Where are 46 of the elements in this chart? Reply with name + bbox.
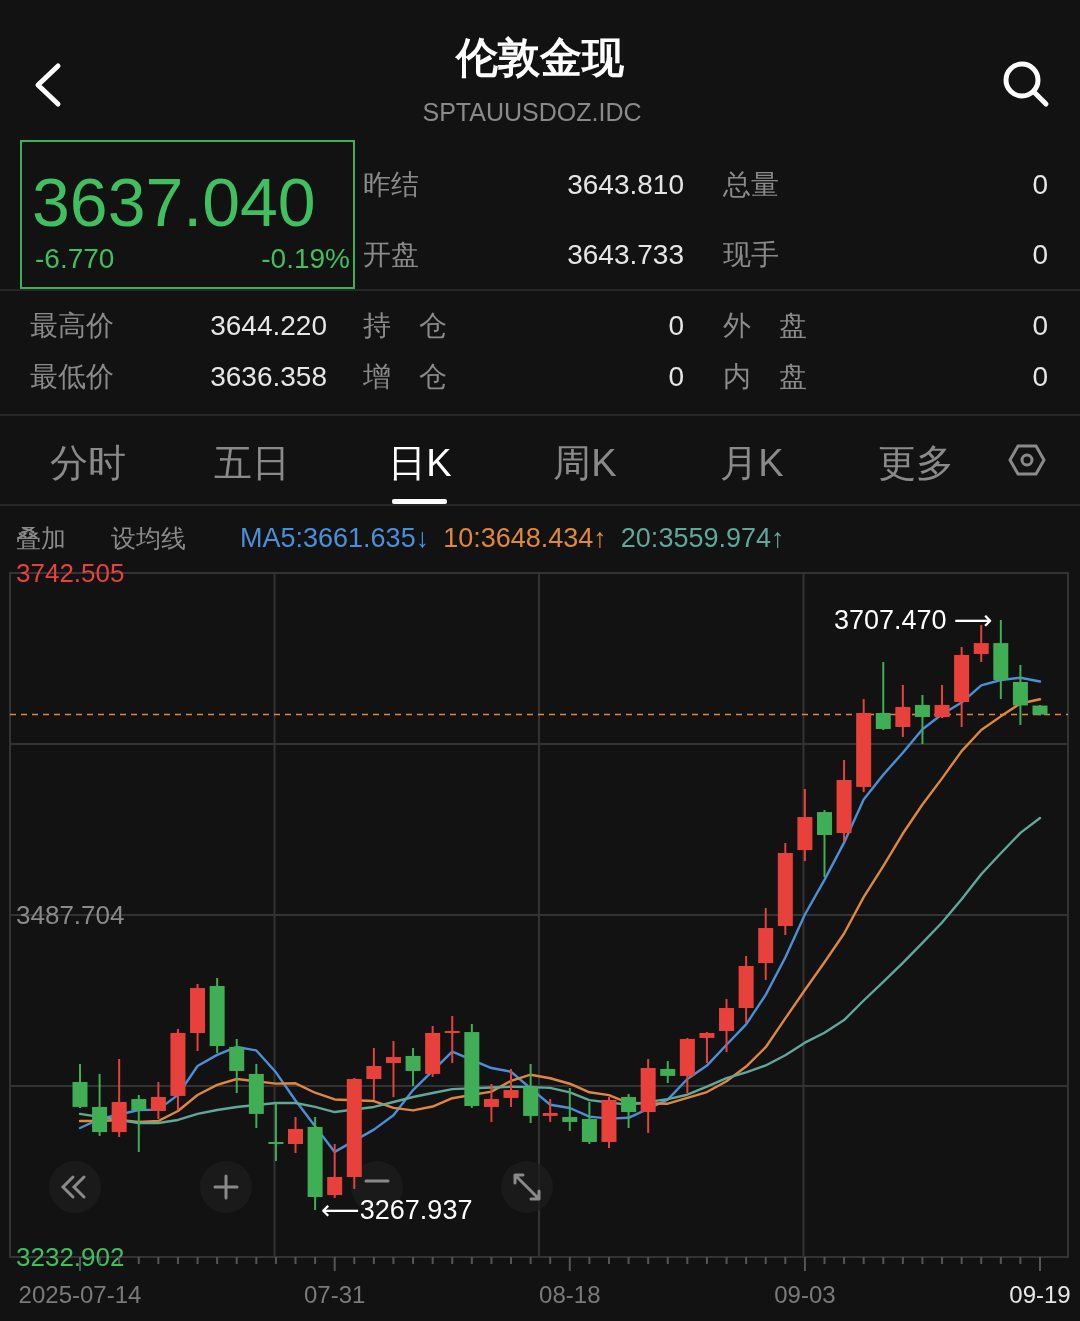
text: 3644.220 bbox=[210, 310, 327, 341]
text: 0 bbox=[668, 310, 684, 341]
y-tick-label: 3742.505 bbox=[16, 558, 125, 588]
x-tick-label: 08-18 bbox=[539, 1281, 601, 1308]
x-tick-label: 07-31 bbox=[304, 1281, 366, 1308]
text: 周K bbox=[553, 442, 617, 484]
text: 0 bbox=[1032, 169, 1048, 200]
y-tick-label: 3487.704 bbox=[16, 900, 125, 930]
text: 3636.358 bbox=[210, 361, 327, 392]
text: -6.770 bbox=[35, 243, 115, 274]
text: 0 bbox=[1032, 239, 1048, 270]
text: 持 仓 bbox=[363, 310, 447, 341]
x-tick-label: 2025-07-14 bbox=[18, 1281, 142, 1308]
chart-subtitle: SPTAUUSDOZ.IDC bbox=[422, 98, 642, 126]
annotation: 3707.470 ⟶ bbox=[833, 605, 993, 636]
text: 3643.810 bbox=[567, 169, 684, 200]
text: 0 bbox=[668, 361, 684, 392]
x-tick-label: 09-03 bbox=[774, 1281, 836, 1308]
text: 现手 bbox=[723, 239, 779, 270]
text: 内 盘 bbox=[723, 361, 807, 392]
text: 更多 bbox=[878, 442, 954, 484]
x-tick-label: 09-19 bbox=[1009, 1281, 1071, 1308]
text: 增 仓 bbox=[362, 361, 447, 392]
text: 月K bbox=[720, 442, 784, 484]
text: 总量 bbox=[722, 169, 779, 200]
text: 五日 bbox=[214, 442, 290, 484]
text: 开盘 bbox=[363, 239, 419, 270]
text: MA5:3661.635↓ bbox=[240, 523, 430, 553]
text: 0 bbox=[1032, 361, 1048, 392]
text: 3643.733 bbox=[567, 239, 684, 270]
y-tick-label: 3232.902 bbox=[16, 1242, 125, 1272]
text: 外 盘 bbox=[723, 310, 807, 341]
text: 分时 bbox=[50, 442, 126, 484]
annotation: ⟵3267.937 bbox=[321, 1194, 473, 1225]
text: 昨结 bbox=[363, 169, 419, 200]
text: 10:3648.434↑ bbox=[443, 523, 607, 553]
text: 叠加 bbox=[16, 524, 66, 552]
text: 最高价 bbox=[30, 310, 114, 341]
text: 设均线 bbox=[111, 524, 186, 552]
text: 最低价 bbox=[30, 361, 114, 392]
text: 20:3559.974↑ bbox=[620, 523, 785, 553]
text: 日K bbox=[388, 442, 452, 484]
text: 0 bbox=[1032, 310, 1048, 341]
text: 3637.040 bbox=[32, 164, 316, 240]
text: -0.19% bbox=[261, 243, 350, 274]
chart-title: 伦敦金现 bbox=[454, 34, 625, 81]
